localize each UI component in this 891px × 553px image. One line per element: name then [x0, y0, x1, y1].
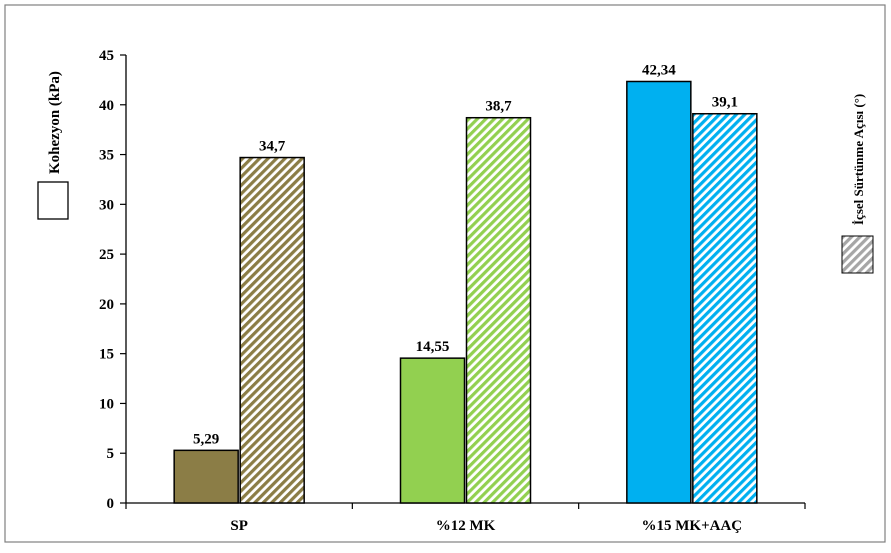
legend-swatch-kohezyon	[37, 181, 69, 220]
bar-kohezyon-1	[173, 449, 239, 504]
legend-label-icsel-surtunme: İçsel Sürtünme Açısı (°)	[851, 94, 866, 225]
value-labels: 5,29 34,7 14,55 38,7 42,34 39,1	[193, 62, 738, 447]
legend-swatch-icsel-surtunme	[841, 235, 874, 274]
bar-icsel-surtunme-3	[692, 112, 758, 504]
bar-kohezyon-2	[399, 357, 466, 504]
data-label: 38,7	[485, 99, 512, 115]
x-tick-label: %12 MK	[436, 518, 496, 534]
y-tick-label: 45	[99, 48, 114, 64]
y-tick-label: 40	[99, 98, 114, 114]
data-label: 14,55	[416, 339, 450, 355]
y-tick-label: 15	[99, 347, 114, 363]
legend: Kohezyon (kPa) İçsel Sürtünme Açısı (°)	[37, 71, 874, 274]
axes: 0 5 10 15 20 25 30 35 40 45 SP %12 MK %15 MK+AAÇ	[99, 48, 806, 534]
y-tick-label: 10	[99, 396, 114, 412]
y-tick-label: 20	[99, 297, 114, 313]
data-label: 34,7	[259, 139, 286, 155]
y-tick-label: 35	[99, 148, 114, 164]
bar-icsel-surtunme-2	[465, 116, 532, 504]
y-tick-label: 5	[107, 446, 115, 462]
y-tick-label: 30	[99, 197, 114, 213]
x-tick-label: %15 MK+AAÇ	[642, 518, 743, 534]
bars	[173, 80, 758, 504]
data-label: 5,29	[193, 431, 219, 447]
legend-label-kohezyon: Kohezyon (kPa)	[47, 71, 63, 174]
y-tick-label: 25	[99, 247, 114, 263]
y-tick-label: 0	[107, 496, 115, 512]
data-label: 39,1	[712, 95, 738, 111]
data-label: 42,34	[642, 62, 676, 78]
x-tick-label: SP	[230, 518, 248, 534]
bar-icsel-surtunme-1	[239, 156, 305, 504]
bar-kohezyon-3	[626, 80, 692, 504]
